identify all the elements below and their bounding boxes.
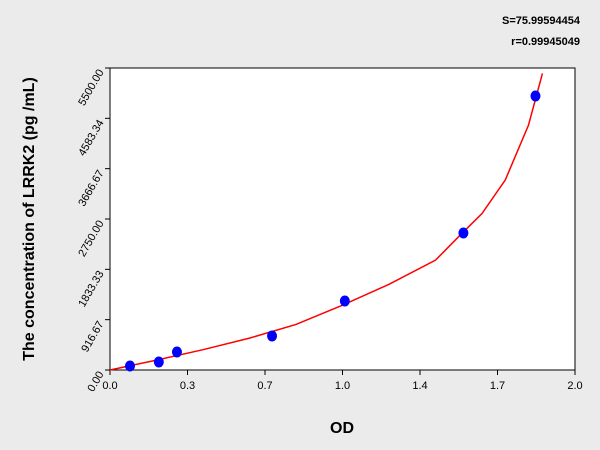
y-tick-label: 1833.33: [76, 269, 106, 309]
x-axis-title: OD: [330, 420, 354, 437]
plot-area: [109, 67, 576, 371]
data-point: [458, 227, 469, 239]
data-point: [267, 330, 278, 342]
data-point: [124, 360, 135, 372]
data-point: [530, 90, 541, 102]
x-tick-label: 0.3: [180, 380, 195, 392]
x-tick-label: 1.4: [412, 380, 427, 392]
stat-s: S=75.99594454: [502, 15, 581, 27]
y-tick-label: 3666.67: [76, 168, 106, 208]
y-axis-title: The concentration of LRRK2 (pg /mL): [21, 77, 38, 361]
y-tick-label: 2750.00: [76, 219, 106, 259]
data-point: [153, 356, 164, 368]
x-tick-label: 0.0: [102, 380, 117, 392]
x-tick-label: 2.0: [567, 380, 582, 392]
fit-curve: [109, 73, 544, 371]
data-point: [339, 295, 350, 307]
stat-r: r=0.99945049: [511, 36, 580, 48]
x-tick-label: 1.7: [490, 380, 505, 392]
y-tick-label: 5500.00: [76, 68, 106, 108]
y-tick-label: 4583.34: [76, 118, 106, 158]
data-point: [171, 346, 182, 358]
x-tick-label: 0.7: [257, 380, 272, 392]
y-tick-label: 916.67: [79, 319, 106, 354]
x-tick-label: 1.0: [335, 380, 350, 392]
